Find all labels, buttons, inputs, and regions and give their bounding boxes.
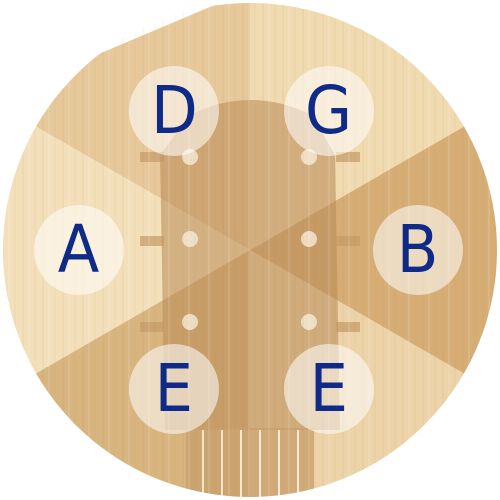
string-b-button[interactable]: B [373,205,463,295]
note-label: D [150,72,198,149]
string-e-high-button[interactable]: E [284,344,374,434]
note-label: G [305,72,353,149]
string-e-low-button[interactable]: E [129,344,219,434]
string-d-button[interactable]: D [129,66,219,156]
note-label: A [58,211,100,288]
note-label: E [154,350,194,427]
note-label: B [397,211,439,288]
string-g-button[interactable]: G [284,66,374,156]
string-a-button[interactable]: A [34,205,124,295]
note-label: E [309,350,349,427]
